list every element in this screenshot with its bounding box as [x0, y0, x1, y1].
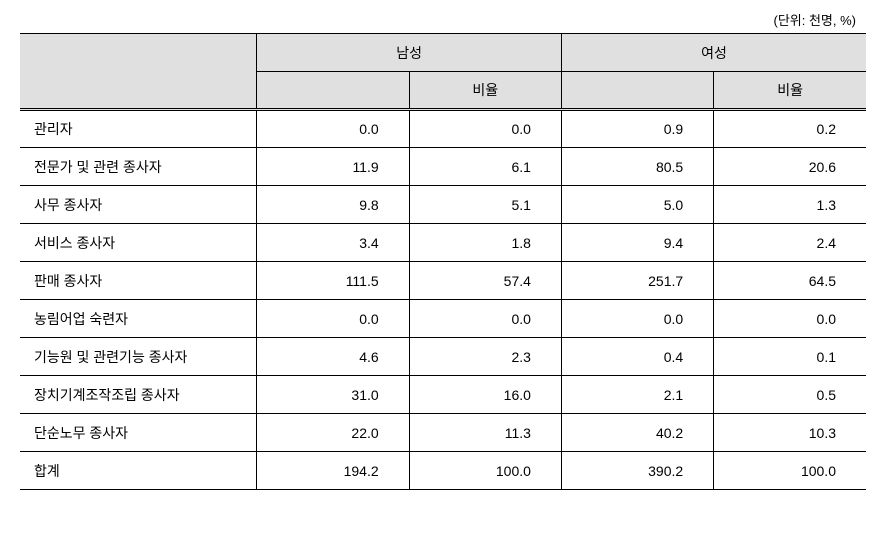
table-header: 남성 여성 비율 비율	[20, 34, 866, 110]
cell-male-value: 111.5	[257, 262, 409, 300]
cell-female-ratio: 0.2	[714, 110, 866, 148]
cell-female-value: 0.0	[561, 300, 713, 338]
cell-female-value: 390.2	[561, 452, 713, 490]
header-empty-corner	[20, 34, 257, 110]
cell-female-value: 0.9	[561, 110, 713, 148]
table-row: 장치기계조작조립 종사자 31.0 16.0 2.1 0.5	[20, 376, 866, 414]
cell-female-ratio: 0.1	[714, 338, 866, 376]
cell-male-value: 31.0	[257, 376, 409, 414]
cell-male-ratio: 5.1	[409, 186, 561, 224]
cell-female-value: 251.7	[561, 262, 713, 300]
unit-label: (단위: 천명, %)	[20, 10, 866, 29]
row-label: 합계	[20, 452, 257, 490]
cell-male-ratio: 0.0	[409, 300, 561, 338]
header-male-ratio: 비율	[409, 72, 561, 110]
data-table: 남성 여성 비율 비율 관리자 0.0 0.0 0.9 0.2 전문가 및 관련…	[20, 33, 866, 490]
header-male-group: 남성	[257, 34, 562, 72]
table-row: 기능원 및 관련기능 종사자 4.6 2.3 0.4 0.1	[20, 338, 866, 376]
cell-female-ratio: 64.5	[714, 262, 866, 300]
cell-male-ratio: 100.0	[409, 452, 561, 490]
cell-female-value: 0.4	[561, 338, 713, 376]
table-row: 단순노무 종사자 22.0 11.3 40.2 10.3	[20, 414, 866, 452]
row-label: 기능원 및 관련기능 종사자	[20, 338, 257, 376]
table-row-total: 합계 194.2 100.0 390.2 100.0	[20, 452, 866, 490]
cell-male-value: 3.4	[257, 224, 409, 262]
cell-female-value: 80.5	[561, 148, 713, 186]
cell-male-ratio: 11.3	[409, 414, 561, 452]
row-label: 농림어업 숙련자	[20, 300, 257, 338]
row-label: 사무 종사자	[20, 186, 257, 224]
cell-female-value: 9.4	[561, 224, 713, 262]
cell-female-ratio: 100.0	[714, 452, 866, 490]
cell-male-ratio: 2.3	[409, 338, 561, 376]
header-male-value	[257, 72, 409, 110]
table-row: 관리자 0.0 0.0 0.9 0.2	[20, 110, 866, 148]
header-female-ratio: 비율	[714, 72, 866, 110]
row-label: 서비스 종사자	[20, 224, 257, 262]
cell-male-ratio: 16.0	[409, 376, 561, 414]
cell-male-value: 0.0	[257, 300, 409, 338]
row-label: 단순노무 종사자	[20, 414, 257, 452]
table-row: 서비스 종사자 3.4 1.8 9.4 2.4	[20, 224, 866, 262]
cell-female-ratio: 0.0	[714, 300, 866, 338]
cell-female-value: 5.0	[561, 186, 713, 224]
cell-male-ratio: 57.4	[409, 262, 561, 300]
cell-male-value: 9.8	[257, 186, 409, 224]
cell-female-ratio: 2.4	[714, 224, 866, 262]
cell-male-value: 22.0	[257, 414, 409, 452]
header-female-value	[561, 72, 713, 110]
cell-male-value: 11.9	[257, 148, 409, 186]
row-label: 판매 종사자	[20, 262, 257, 300]
cell-male-value: 194.2	[257, 452, 409, 490]
cell-male-ratio: 1.8	[409, 224, 561, 262]
row-label: 전문가 및 관련 종사자	[20, 148, 257, 186]
cell-male-ratio: 6.1	[409, 148, 561, 186]
table-body: 관리자 0.0 0.0 0.9 0.2 전문가 및 관련 종사자 11.9 6.…	[20, 110, 866, 490]
header-female-group: 여성	[561, 34, 866, 72]
cell-female-value: 2.1	[561, 376, 713, 414]
cell-male-ratio: 0.0	[409, 110, 561, 148]
cell-female-ratio: 20.6	[714, 148, 866, 186]
cell-male-value: 0.0	[257, 110, 409, 148]
cell-male-value: 4.6	[257, 338, 409, 376]
cell-female-value: 40.2	[561, 414, 713, 452]
cell-female-ratio: 10.3	[714, 414, 866, 452]
table-row: 농림어업 숙련자 0.0 0.0 0.0 0.0	[20, 300, 866, 338]
table-row: 사무 종사자 9.8 5.1 5.0 1.3	[20, 186, 866, 224]
cell-female-ratio: 1.3	[714, 186, 866, 224]
table-row: 판매 종사자 111.5 57.4 251.7 64.5	[20, 262, 866, 300]
row-label: 관리자	[20, 110, 257, 148]
cell-female-ratio: 0.5	[714, 376, 866, 414]
row-label: 장치기계조작조립 종사자	[20, 376, 257, 414]
table-row: 전문가 및 관련 종사자 11.9 6.1 80.5 20.6	[20, 148, 866, 186]
